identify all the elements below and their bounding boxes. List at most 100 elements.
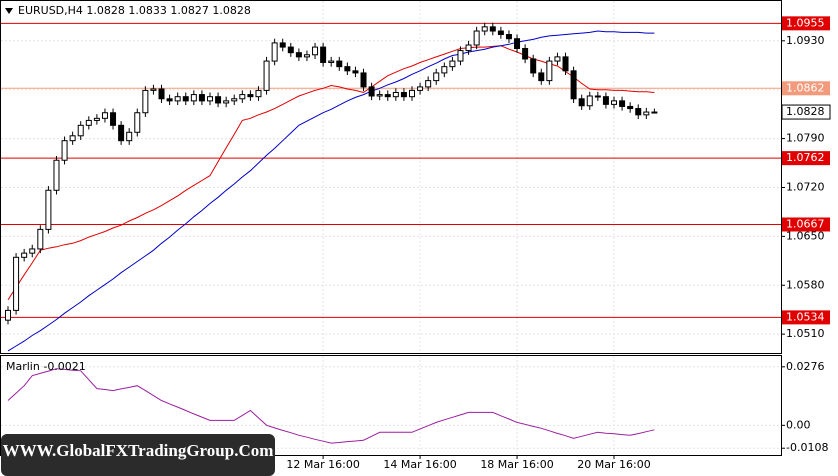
candle-body [312,46,319,56]
candle-body [627,105,634,110]
candle-body [441,66,448,74]
candle-body [29,248,36,254]
candle-body [182,96,189,102]
candle-body [303,54,310,58]
high-value: 1.0833 [128,4,167,17]
candle-body [295,52,302,58]
candle-body [602,96,609,105]
candle-body [481,26,488,32]
candle-body [190,94,197,102]
candle-body [93,117,100,121]
candle-body [425,80,432,88]
candle-body [417,86,424,91]
level-tag-label: 1.0862 [786,81,825,94]
candle-body [433,72,440,82]
candle-body [328,60,335,63]
level-tag-label: 1.0534 [786,310,825,323]
candle-body [61,140,68,161]
candle-body [255,89,262,98]
candle-body [85,119,92,126]
candle-body [231,98,238,102]
candle-body [489,26,496,32]
level-tag [782,151,830,166]
candle-body [457,50,464,62]
y-tick-label: 1.0930 [786,34,825,47]
x-tick-label: 20 Mar 16:00 [577,458,650,471]
close-value: 1.0828 [212,4,251,17]
candle-body [611,100,617,105]
candle-body [247,94,254,98]
candle-body [530,58,537,74]
watermark: WWW.GlobalFXTradingGroup.Com [3,441,274,460]
low-value: 1.0827 [170,4,209,17]
y-tick-label: 1.0580 [786,278,825,291]
candle-body [562,56,569,72]
price-tag-label: 1.0828 [786,105,825,118]
candle-body [239,94,246,100]
candle-body [538,72,545,82]
level-tag [782,217,830,232]
candle-body [546,60,553,82]
x-tick-label: 18 Mar 16:00 [480,458,553,471]
main-panel-frame [0,0,782,354]
candle-body [619,100,626,107]
candle-body [198,94,205,102]
candle-body [400,91,407,98]
indicator-header: Marlin -0.0021 [6,360,86,373]
candle-body [174,96,181,102]
candle-body [635,108,642,116]
candle-body [101,112,108,119]
moving-average [7,30,655,352]
candle-body [505,34,512,40]
candle-body [13,256,20,311]
indicator-name: Marlin [6,360,40,373]
y-tick-label: 1.0650 [786,229,825,242]
candle-body [110,112,117,126]
level-tag [782,310,830,325]
candle-body [223,100,230,104]
candle-body [570,70,577,100]
plot-layer: 1.09301.08601.07901.07201.06501.05801.05… [1,1,831,471]
y-tick-label: 0.0276 [786,360,825,373]
candle-body [384,94,391,98]
open-value: 1.0828 [86,4,125,17]
candle-body [142,89,149,114]
candle-body [287,46,294,54]
candle-body [473,30,480,46]
candle-body [352,70,359,74]
candle-body [344,66,351,72]
y-tick-label: 1.0510 [786,327,825,340]
candle-body [77,124,84,137]
candle-body [514,38,521,49]
candle-body [279,42,286,48]
candle-body [594,95,601,98]
candle-body [150,88,157,91]
candle-body [586,95,593,107]
candle-body [126,131,133,142]
candle-body [643,111,650,116]
candle-body [360,72,367,88]
y-tick-label: 1.0720 [786,180,825,193]
indicator-value: -0.0021 [43,360,85,373]
candle-body [651,111,658,114]
y-tick-label: 1.0790 [786,132,825,145]
candle-body [215,96,222,104]
candle-body [409,89,415,98]
candle-body [166,98,173,102]
x-tick-label: 12 Mar 16:00 [286,458,359,471]
level-tag-label: 1.0667 [786,217,825,230]
indicator-panel-frame [0,355,782,456]
candle-body [392,91,399,98]
header-triangle [5,8,13,14]
y-tick-label: 0.00 [786,418,811,431]
candle-body [207,96,213,102]
candle-body [449,60,456,68]
indicator-line [7,368,655,444]
candle-body [578,98,585,107]
candle-body [320,46,327,63]
candle-body [5,309,11,321]
candle-body [336,60,343,68]
